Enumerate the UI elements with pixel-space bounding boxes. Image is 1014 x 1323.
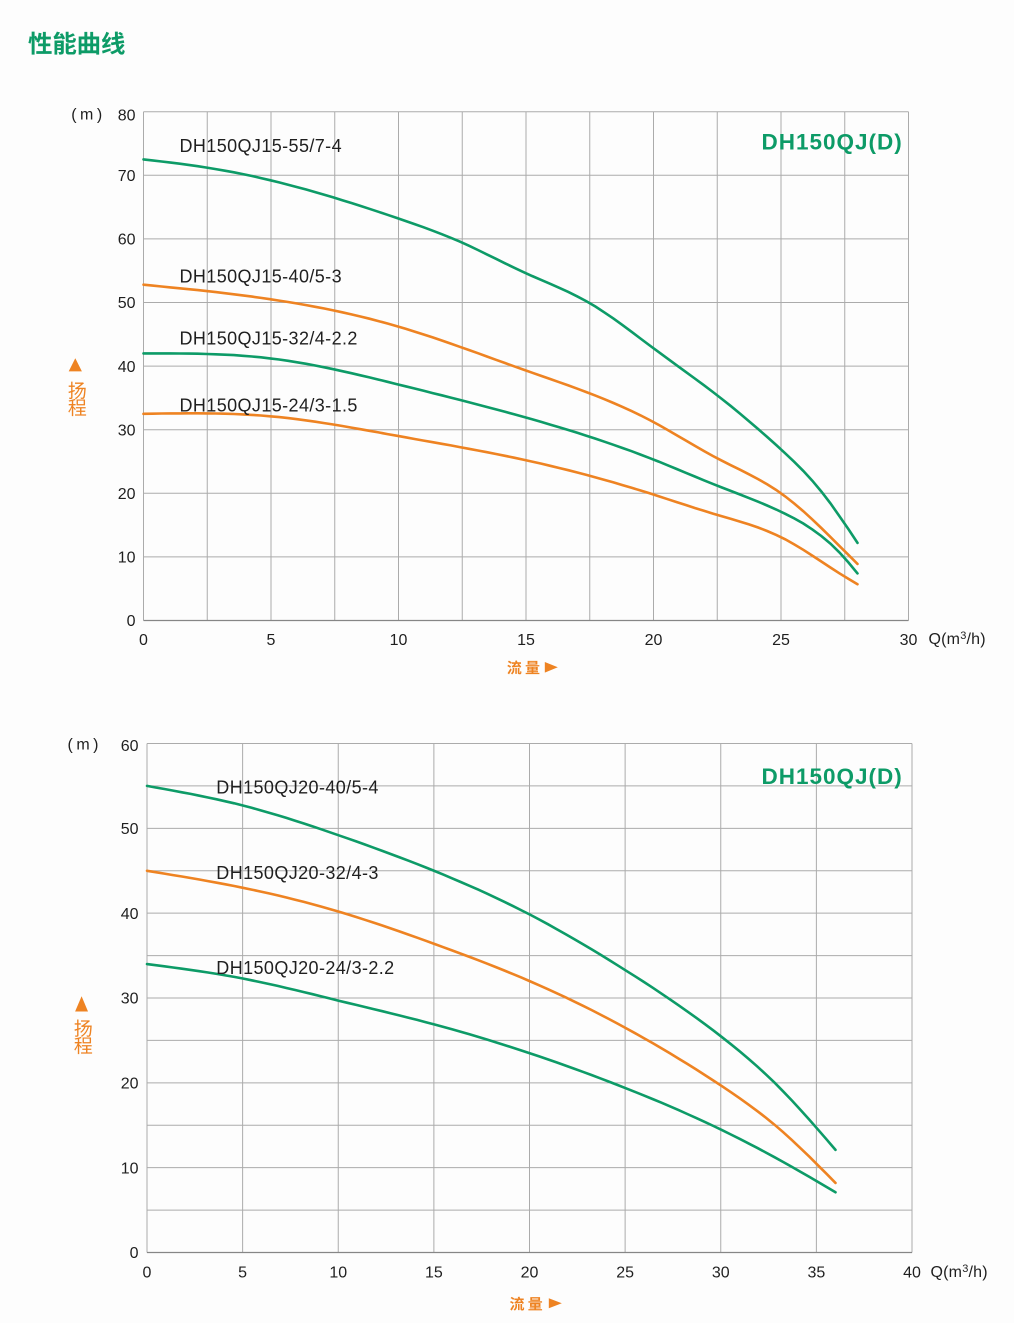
svg-text:60: 60 bbox=[121, 738, 139, 755]
svg-text:10: 10 bbox=[329, 1265, 347, 1282]
svg-text:20: 20 bbox=[121, 1076, 139, 1093]
svg-text:50: 50 bbox=[118, 295, 136, 312]
svg-text:10: 10 bbox=[118, 550, 136, 567]
svg-text:Q(m3/h): Q(m3/h) bbox=[929, 630, 986, 648]
svg-text:(m): (m) bbox=[71, 107, 105, 124]
svg-text:25: 25 bbox=[616, 1265, 634, 1282]
svg-text:60: 60 bbox=[118, 232, 136, 249]
svg-text:DH150QJ15-55/7-4: DH150QJ15-55/7-4 bbox=[180, 136, 343, 156]
svg-text:15: 15 bbox=[425, 1265, 443, 1282]
svg-text:35: 35 bbox=[807, 1265, 825, 1282]
svg-text:Q(m3/h): Q(m3/h) bbox=[931, 1263, 988, 1281]
svg-text:20: 20 bbox=[521, 1265, 539, 1282]
svg-text:DH150QJ20-32/4-3: DH150QJ20-32/4-3 bbox=[216, 863, 378, 883]
svg-text:30: 30 bbox=[118, 422, 136, 439]
svg-text:5: 5 bbox=[267, 632, 276, 649]
svg-text:DH150QJ15-24/3-1.5: DH150QJ15-24/3-1.5 bbox=[180, 396, 358, 416]
svg-text:30: 30 bbox=[900, 632, 918, 649]
svg-text:DH150QJ15-32/4-2.2: DH150QJ15-32/4-2.2 bbox=[180, 329, 358, 349]
svg-text:40: 40 bbox=[121, 906, 139, 923]
svg-text:DH150QJ15-40/5-3: DH150QJ15-40/5-3 bbox=[180, 267, 343, 287]
svg-text:30: 30 bbox=[121, 991, 139, 1008]
svg-text:50: 50 bbox=[121, 821, 139, 838]
svg-text:10: 10 bbox=[390, 632, 408, 649]
svg-text:0: 0 bbox=[130, 1245, 139, 1262]
svg-text:15: 15 bbox=[517, 632, 535, 649]
svg-text:40: 40 bbox=[118, 359, 136, 376]
svg-text:70: 70 bbox=[118, 168, 136, 185]
svg-text:(m): (m) bbox=[68, 736, 102, 753]
svg-text:5: 5 bbox=[238, 1265, 247, 1282]
svg-text:80: 80 bbox=[118, 108, 136, 125]
svg-text:DH150QJ20-40/5-4: DH150QJ20-40/5-4 bbox=[216, 778, 378, 798]
svg-text:DH150QJ(D): DH150QJ(D) bbox=[762, 130, 903, 155]
svg-text:0: 0 bbox=[127, 613, 136, 630]
svg-text:20: 20 bbox=[645, 632, 663, 649]
svg-text:DH150QJ(D): DH150QJ(D) bbox=[762, 764, 903, 789]
svg-text:0: 0 bbox=[139, 632, 148, 649]
svg-text:40: 40 bbox=[903, 1265, 921, 1282]
svg-text:20: 20 bbox=[118, 486, 136, 503]
svg-text:0: 0 bbox=[143, 1265, 152, 1282]
svg-text:10: 10 bbox=[121, 1160, 139, 1177]
svg-text:25: 25 bbox=[772, 632, 790, 649]
svg-text:30: 30 bbox=[712, 1265, 730, 1282]
svg-text:DH150QJ20-24/3-2.2: DH150QJ20-24/3-2.2 bbox=[216, 958, 394, 978]
